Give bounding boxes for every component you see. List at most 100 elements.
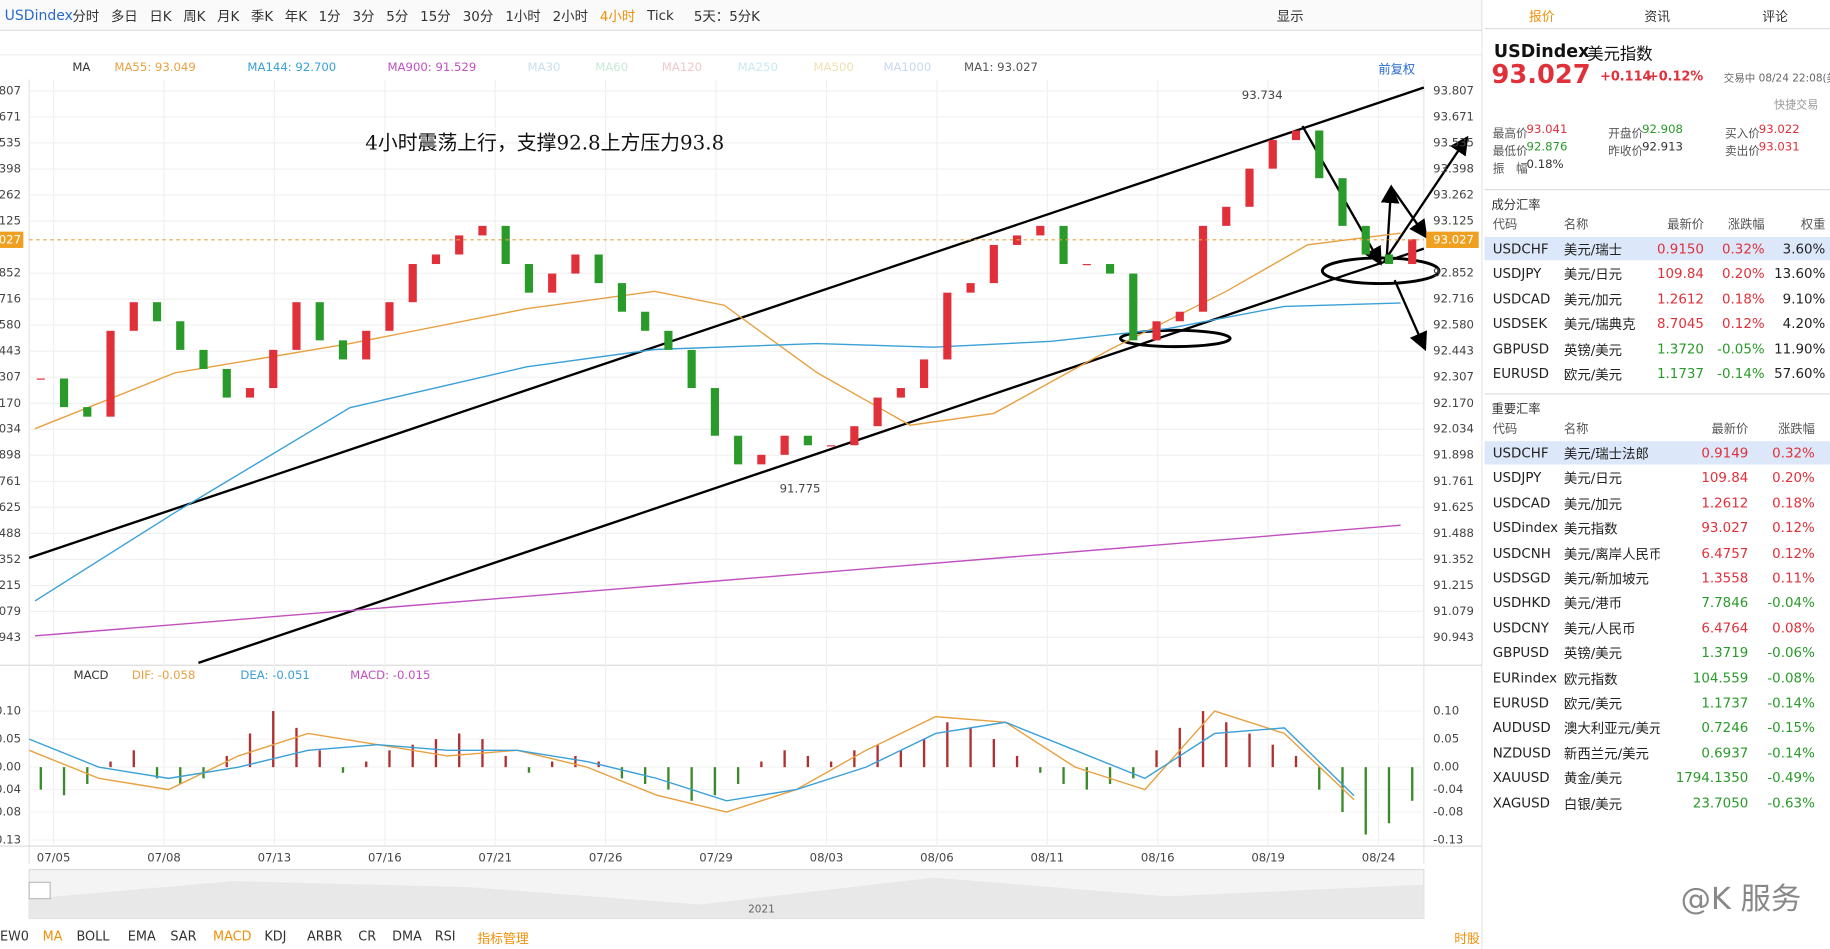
table-cell[interactable]: -0.14% <box>1767 744 1815 761</box>
table-cell[interactable]: 美元/瑞士 <box>1563 241 1623 258</box>
navigator-handle[interactable] <box>28 881 51 900</box>
indicator-tab[interactable]: RSI <box>434 929 456 945</box>
period-tab[interactable]: 年K <box>284 8 307 25</box>
period-tab[interactable]: 15分 <box>420 8 451 25</box>
period-tab[interactable]: 2小时 <box>552 8 589 25</box>
period-tab[interactable]: 3分 <box>352 8 375 25</box>
table-cell[interactable]: USDindex <box>1492 519 1559 536</box>
table-cell[interactable]: GBPUSD <box>1492 340 1550 357</box>
table-cell[interactable]: 澳大利亚元/美元 <box>1563 720 1660 737</box>
table-cell[interactable]: 0.12% <box>1721 315 1765 332</box>
table-cell[interactable]: 新西兰元/美元 <box>1563 745 1649 762</box>
table-cell[interactable]: 9.10% <box>1782 290 1826 307</box>
table-cell[interactable]: 美元/加元 <box>1563 495 1623 513</box>
table-cell[interactable]: EURindex <box>1492 669 1558 686</box>
period-tab[interactable]: 4小时 <box>599 8 636 25</box>
indicator-tab[interactable]: BOLL <box>76 929 110 945</box>
table-cell[interactable]: 1.3720 <box>1656 340 1704 357</box>
period-tab[interactable]: 分时 <box>72 8 100 25</box>
panel-tab[interactable]: 报价 <box>1528 9 1555 25</box>
table-cell[interactable]: -0.08% <box>1767 669 1815 686</box>
period-tab[interactable]: 30分 <box>462 8 494 25</box>
table-cell[interactable]: USDCNH <box>1492 544 1551 561</box>
table-cell[interactable]: 23.7050 <box>1692 794 1749 811</box>
table-cell[interactable]: 美元/瑞典克 <box>1563 316 1636 333</box>
period-tab[interactable]: 日K <box>149 8 172 25</box>
table-cell[interactable]: 0.7246 <box>1701 719 1749 736</box>
indicator-tab[interactable]: DMA <box>392 929 422 945</box>
table-cell[interactable]: EURUSD <box>1492 694 1550 711</box>
table-cell[interactable]: 1.1737 <box>1656 365 1704 382</box>
table-cell[interactable]: USDCAD <box>1492 494 1551 511</box>
table-cell[interactable]: -0.04% <box>1767 594 1815 611</box>
table-cell[interactable]: 1794.1350 <box>1675 769 1749 786</box>
table-cell[interactable]: XAGUSD <box>1492 794 1550 811</box>
table-cell[interactable]: USDCNY <box>1492 619 1550 636</box>
table-cell[interactable]: 6.4757 <box>1701 544 1749 561</box>
table-cell[interactable]: 109.84 <box>1701 469 1749 486</box>
table-cell[interactable]: -0.06% <box>1767 644 1815 661</box>
table-cell[interactable]: EURUSD <box>1492 365 1550 382</box>
table-cell[interactable]: XAUUSD <box>1492 769 1550 786</box>
table-cell[interactable]: 0.9150 <box>1656 240 1704 257</box>
table-cell[interactable]: NZDUSD <box>1492 744 1551 761</box>
table-cell[interactable]: 8.7045 <box>1656 315 1704 332</box>
period-tab[interactable]: 5分 <box>386 8 409 25</box>
table-cell[interactable]: -0.14% <box>1767 694 1815 711</box>
table-cell[interactable]: 美元/日元 <box>1563 470 1623 488</box>
table-cell[interactable]: -0.15% <box>1767 719 1815 736</box>
adjust-button[interactable]: 前复权 <box>1378 63 1416 78</box>
table-cell[interactable]: 黄金/美元 <box>1563 770 1623 787</box>
indicator-tab[interactable]: EMA <box>127 929 156 945</box>
panel-tab[interactable]: 资讯 <box>1644 9 1671 25</box>
table-cell[interactable]: 英镑/美元 <box>1563 645 1623 662</box>
table-cell[interactable]: 104.559 <box>1692 669 1749 686</box>
table-cell[interactable]: 0.6937 <box>1701 744 1749 761</box>
table-cell[interactable]: 57.60% <box>1774 365 1826 382</box>
table-cell[interactable]: 7.7846 <box>1701 594 1749 611</box>
table-cell[interactable]: 1.3558 <box>1701 569 1749 586</box>
table-cell[interactable]: 0.11% <box>1772 569 1815 586</box>
table-cell[interactable]: USDJPY <box>1492 265 1542 282</box>
table-cell[interactable]: 欧元/美元 <box>1563 695 1623 712</box>
period-tab[interactable]: 周K <box>183 8 206 25</box>
table-cell[interactable]: -0.63% <box>1767 794 1815 811</box>
panel-tab[interactable]: 评论 <box>1762 9 1788 25</box>
table-cell[interactable]: 美元指数 <box>1563 520 1618 538</box>
table-cell[interactable]: 13.60% <box>1774 265 1826 282</box>
table-cell[interactable]: USDHKD <box>1492 594 1551 611</box>
table-cell[interactable]: 美元/人民币 <box>1563 620 1636 637</box>
indicator-tab[interactable]: KDJ <box>264 929 287 945</box>
table-cell[interactable]: 0.32% <box>1772 444 1815 462</box>
table-cell[interactable]: 英镑/美元 <box>1563 341 1623 358</box>
table-cell[interactable]: USDCHF <box>1492 444 1549 462</box>
indicator-tab[interactable]: SAR <box>170 929 197 945</box>
period-tab[interactable]: 多日 <box>110 8 138 25</box>
table-cell[interactable]: 0.20% <box>1721 265 1765 282</box>
table-cell[interactable]: 4.20% <box>1782 315 1826 332</box>
table-cell[interactable]: USDCHF <box>1492 240 1549 257</box>
table-cell[interactable]: USDSGD <box>1492 569 1551 586</box>
period-tab[interactable]: 1分 <box>318 8 341 25</box>
table-cell[interactable]: USDCAD <box>1492 290 1551 307</box>
table-cell[interactable]: 白银/美元 <box>1563 795 1623 812</box>
table-cell[interactable]: 6.4764 <box>1701 619 1749 636</box>
table-cell[interactable]: 0.12% <box>1772 519 1815 536</box>
period-tab[interactable]: Tick <box>647 7 674 24</box>
table-cell[interactable]: GBPUSD <box>1492 644 1550 661</box>
indicator-tab[interactable]: MA <box>42 929 63 945</box>
table-cell[interactable]: 美元/瑞士法郎 <box>1563 445 1649 463</box>
period-tab[interactable]: 5天：5分K <box>693 8 760 25</box>
table-cell[interactable]: 美元/新加坡元 <box>1563 570 1649 588</box>
indicator-tab[interactable]: 指标管理 <box>477 931 529 947</box>
table-cell[interactable]: 欧元/美元 <box>1563 366 1623 383</box>
table-cell[interactable]: 0.9149 <box>1701 444 1749 462</box>
indicator-tab[interactable]: ARBR <box>306 929 343 945</box>
table-cell[interactable]: 11.90% <box>1774 340 1826 357</box>
indicator-tab[interactable]: CR <box>358 929 377 945</box>
period-tab[interactable]: 季K <box>250 8 274 25</box>
table-cell[interactable]: 1.2612 <box>1656 290 1704 307</box>
quick-trade[interactable]: 快捷交易 <box>1773 99 1819 113</box>
table-cell[interactable]: 欧元指数 <box>1563 670 1618 687</box>
table-cell[interactable]: 1.3719 <box>1701 644 1749 661</box>
